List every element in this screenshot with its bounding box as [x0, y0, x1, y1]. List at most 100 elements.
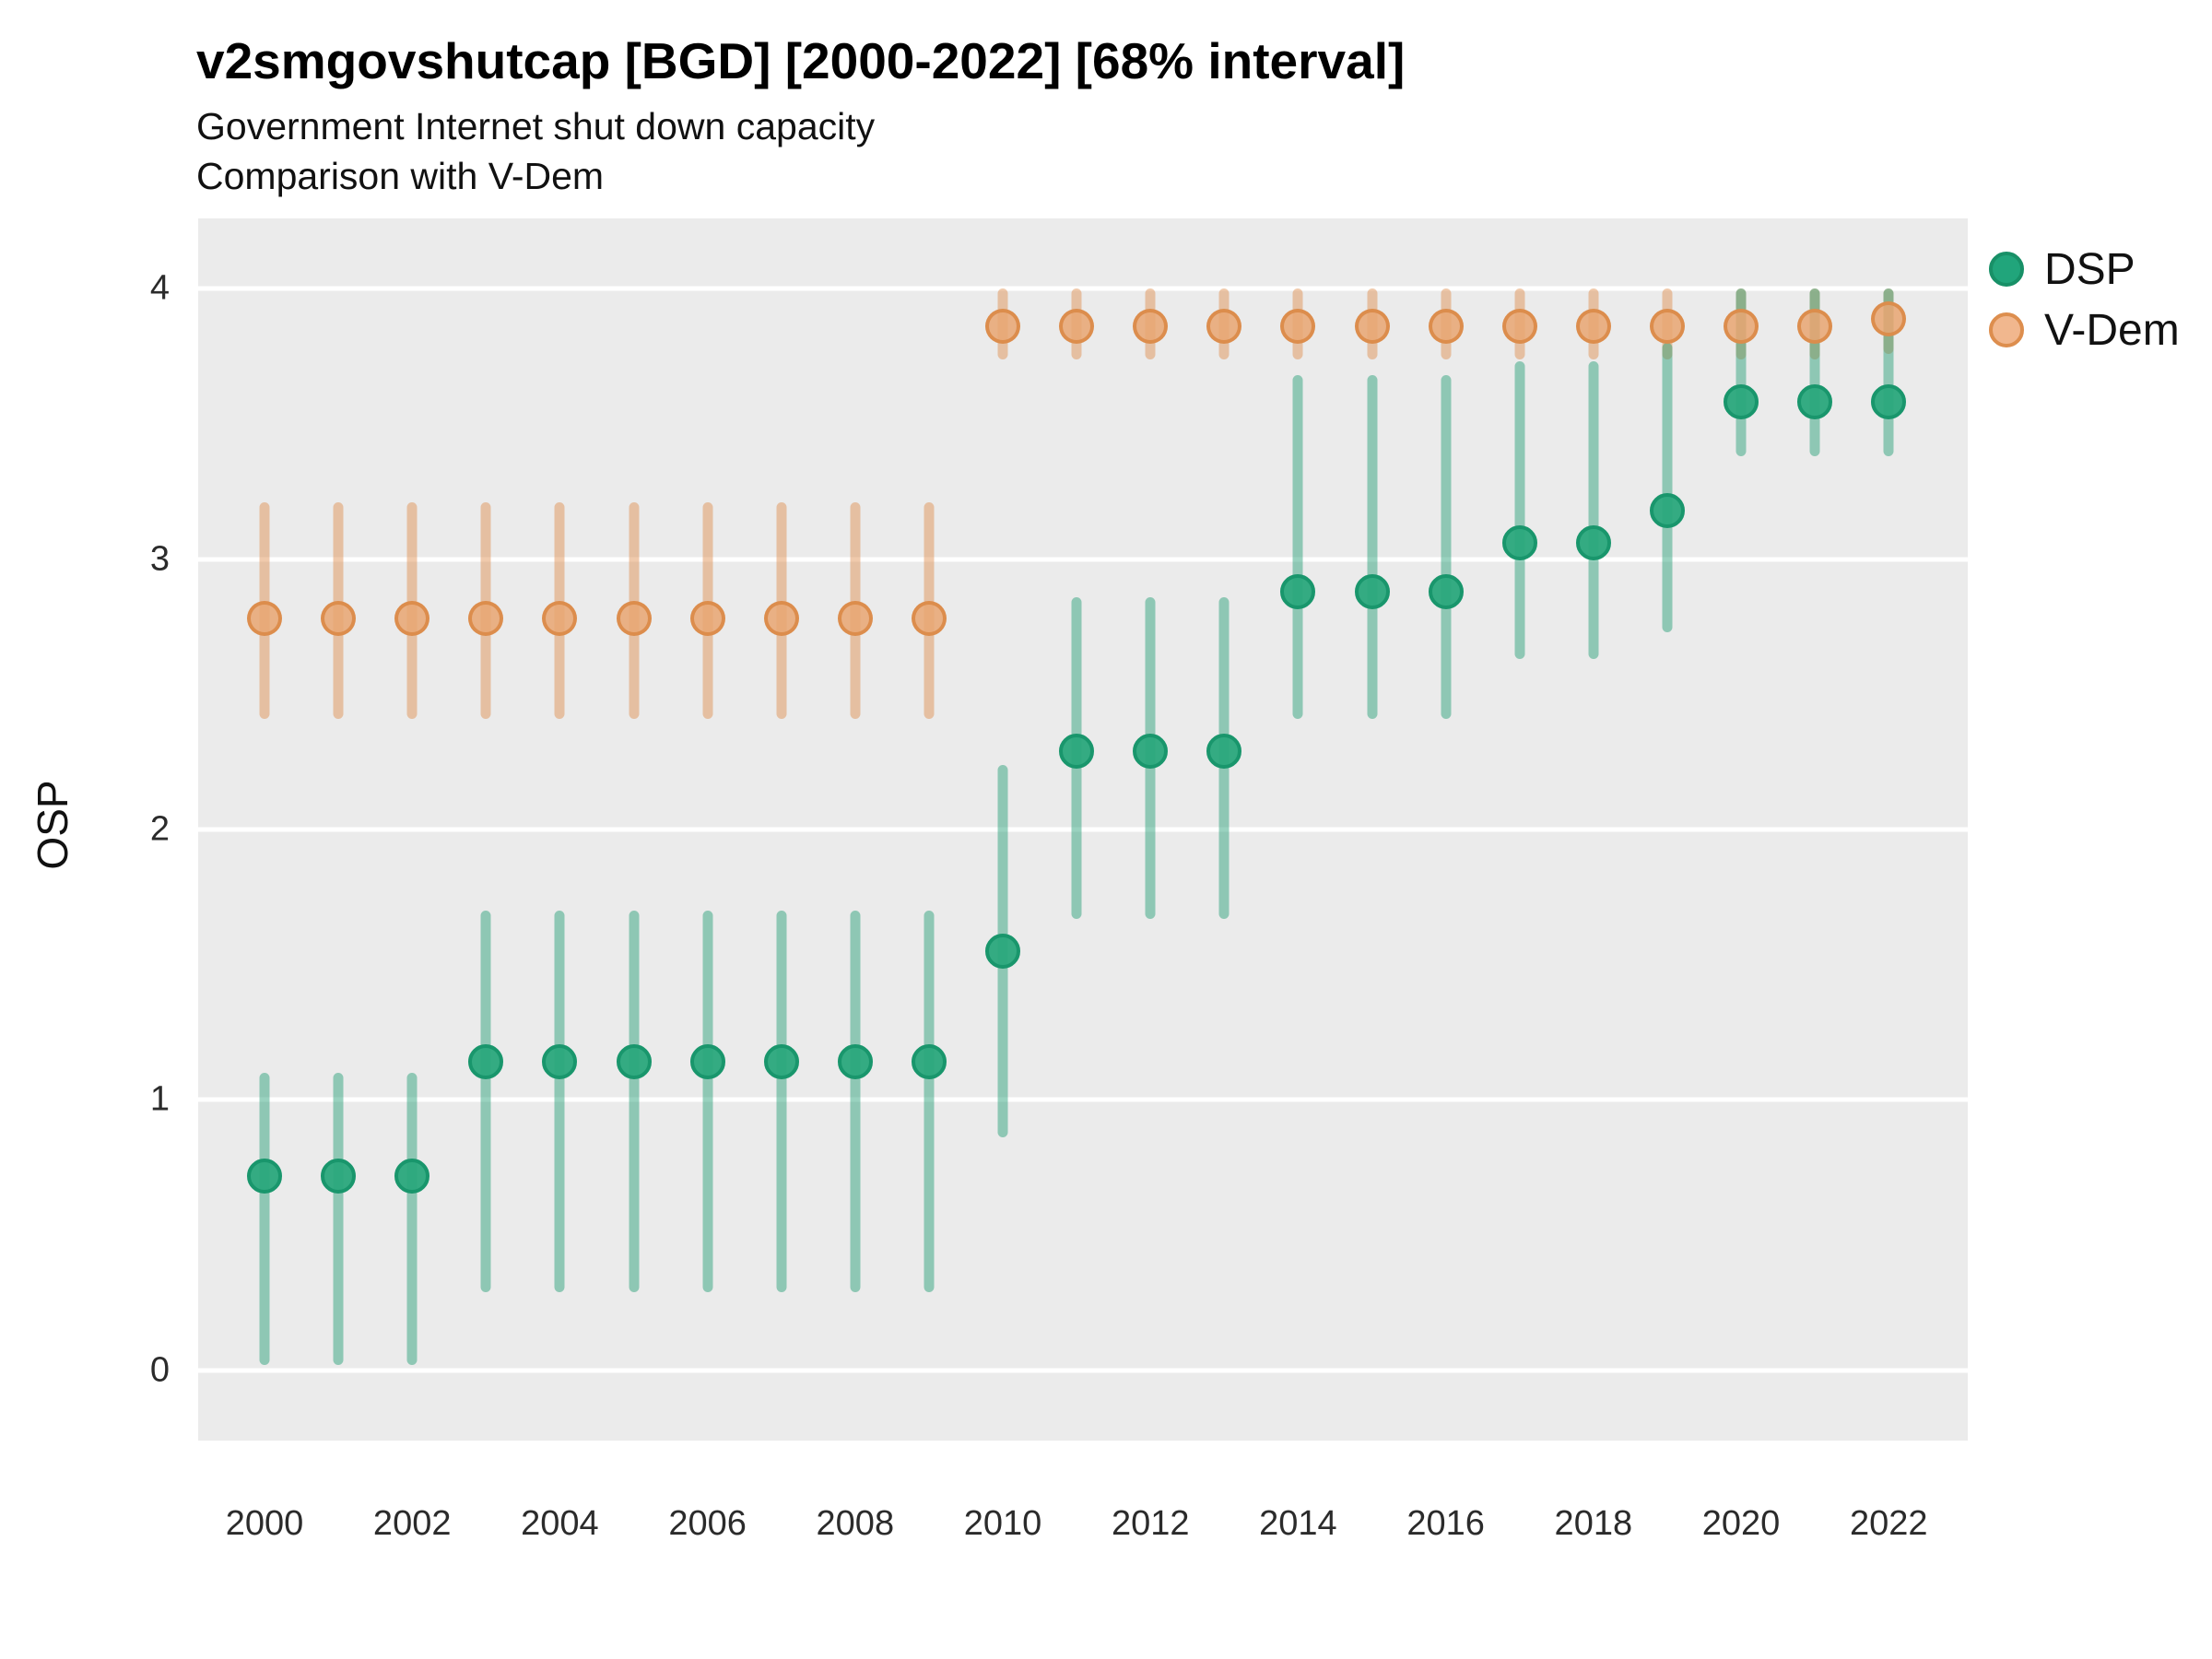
point-DSP-2007	[763, 1044, 799, 1080]
chart-title: v2smgovshutcap [BGD] [2000-2022] [68% in…	[196, 32, 1406, 89]
point-V-Dem-2000	[247, 601, 282, 637]
point-V-Dem-2019	[1649, 309, 1685, 345]
point-V-Dem-2010	[985, 309, 1021, 345]
legend-label-dsp: DSP	[2044, 244, 2136, 294]
point-DSP-2017	[1501, 525, 1537, 561]
interval-bar-DSP-2002	[406, 1073, 418, 1365]
point-DSP-2000	[247, 1158, 282, 1194]
point-DSP-2016	[1428, 573, 1464, 609]
x-tick-label-2000: 2000	[225, 1504, 304, 1543]
legend-dot-dsp-icon	[1989, 252, 2024, 287]
point-DSP-2020	[1724, 384, 1759, 420]
point-V-Dem-2017	[1501, 309, 1537, 345]
x-tick-label-2016: 2016	[1406, 1504, 1485, 1543]
interval-bar-DSP-2000	[259, 1073, 270, 1365]
interval-bar-DSP-2003	[480, 911, 491, 1292]
point-V-Dem-2009	[911, 601, 947, 637]
point-DSP-2011	[1059, 733, 1095, 769]
interval-bar-DSP-2001	[333, 1073, 344, 1365]
y-axis-tick-labels: 0 1 2 3 4	[0, 218, 182, 1441]
point-DSP-2005	[616, 1044, 652, 1080]
point-DSP-2009	[911, 1044, 947, 1080]
chart-subtitle-line1: Government Internet shut down capacity	[196, 105, 876, 147]
interval-bar-DSP-2006	[702, 911, 713, 1292]
gridline-y-3	[198, 557, 1968, 562]
y-tick-label-0: 0	[149, 1350, 170, 1390]
plot-panel	[198, 218, 1968, 1441]
interval-bar-DSP-2021	[1809, 288, 1820, 457]
point-DSP-2021	[1797, 384, 1833, 420]
interval-bar-DSP-2022	[1883, 288, 1894, 457]
point-DSP-2010	[985, 934, 1021, 969]
chart-subtitle-line2: Comparison with V-Dem	[196, 155, 605, 197]
legend-label-v-dem: V-Dem	[2044, 305, 2180, 355]
x-tick-label-2010: 2010	[963, 1504, 1042, 1543]
interval-bar-DSP-2009	[924, 911, 935, 1292]
point-V-Dem-2015	[1354, 309, 1390, 345]
y-tick-label-1: 1	[149, 1079, 170, 1119]
point-DSP-2014	[1280, 573, 1316, 609]
point-DSP-2022	[1871, 384, 1907, 420]
point-DSP-2008	[837, 1044, 873, 1080]
interval-bar-DSP-2016	[1441, 375, 1452, 719]
x-tick-label-2006: 2006	[668, 1504, 747, 1543]
point-DSP-2001	[321, 1158, 357, 1194]
interval-bar-DSP-2018	[1588, 361, 1599, 660]
point-V-Dem-2018	[1575, 309, 1611, 345]
point-DSP-2002	[394, 1158, 430, 1194]
point-V-Dem-2001	[321, 601, 357, 637]
x-tick-label-2004: 2004	[521, 1504, 599, 1543]
point-V-Dem-2016	[1428, 309, 1464, 345]
point-V-Dem-2021	[1797, 309, 1833, 345]
point-V-Dem-2008	[837, 601, 873, 637]
point-V-Dem-2002	[394, 601, 430, 637]
x-tick-label-2018: 2018	[1554, 1504, 1633, 1543]
legend-item-v-dem: V-Dem	[1989, 305, 2180, 355]
legend: DSP V-Dem	[1989, 244, 2180, 355]
interval-bar-DSP-2008	[850, 911, 861, 1292]
point-DSP-2003	[468, 1044, 504, 1080]
point-DSP-2019	[1649, 492, 1685, 528]
interval-bar-DSP-2017	[1514, 361, 1525, 660]
point-V-Dem-2004	[542, 601, 578, 637]
interval-bar-DSP-2004	[554, 911, 565, 1292]
x-tick-label-2008: 2008	[816, 1504, 895, 1543]
x-tick-label-2014: 2014	[1259, 1504, 1337, 1543]
point-V-Dem-2005	[616, 601, 652, 637]
point-DSP-2012	[1133, 733, 1169, 769]
interval-bar-DSP-2014	[1292, 375, 1303, 719]
point-DSP-2004	[542, 1044, 578, 1080]
point-DSP-2013	[1206, 733, 1242, 769]
y-tick-label-2: 2	[149, 809, 170, 849]
x-tick-label-2002: 2002	[372, 1504, 452, 1543]
point-V-Dem-2022	[1871, 300, 1907, 336]
gridline-y-2	[198, 827, 1968, 832]
point-DSP-2015	[1354, 573, 1390, 609]
x-tick-label-2012: 2012	[1111, 1504, 1190, 1543]
point-V-Dem-2006	[689, 601, 725, 637]
x-tick-label-2020: 2020	[1701, 1504, 1781, 1543]
x-tick-label-2022: 2022	[1849, 1504, 1928, 1543]
point-V-Dem-2003	[468, 601, 504, 637]
y-tick-label-3: 3	[149, 539, 170, 579]
point-DSP-2018	[1575, 525, 1611, 561]
point-DSP-2006	[689, 1044, 725, 1080]
point-V-Dem-2007	[763, 601, 799, 637]
point-V-Dem-2014	[1280, 309, 1316, 345]
interval-bar-DSP-2005	[629, 911, 639, 1292]
point-V-Dem-2011	[1059, 309, 1095, 345]
point-V-Dem-2020	[1724, 309, 1759, 345]
interval-bar-DSP-2015	[1367, 375, 1378, 719]
legend-item-dsp: DSP	[1989, 244, 2180, 294]
legend-dot-v-dem-icon	[1989, 312, 2024, 347]
point-V-Dem-2012	[1133, 309, 1169, 345]
x-axis-tick-labels: 2000 2002 2004 2006 2008 2010 2012 2014 2016 2018…	[198, 1504, 1968, 1559]
point-V-Dem-2013	[1206, 309, 1242, 345]
y-tick-label-4: 4	[149, 268, 170, 308]
interval-bar-DSP-2019	[1662, 342, 1673, 632]
interval-bar-DSP-2007	[776, 911, 787, 1292]
interval-bar-DSP-2020	[1735, 288, 1747, 457]
gridline-y-4	[198, 286, 1968, 291]
gridline-y-0	[198, 1368, 1968, 1373]
